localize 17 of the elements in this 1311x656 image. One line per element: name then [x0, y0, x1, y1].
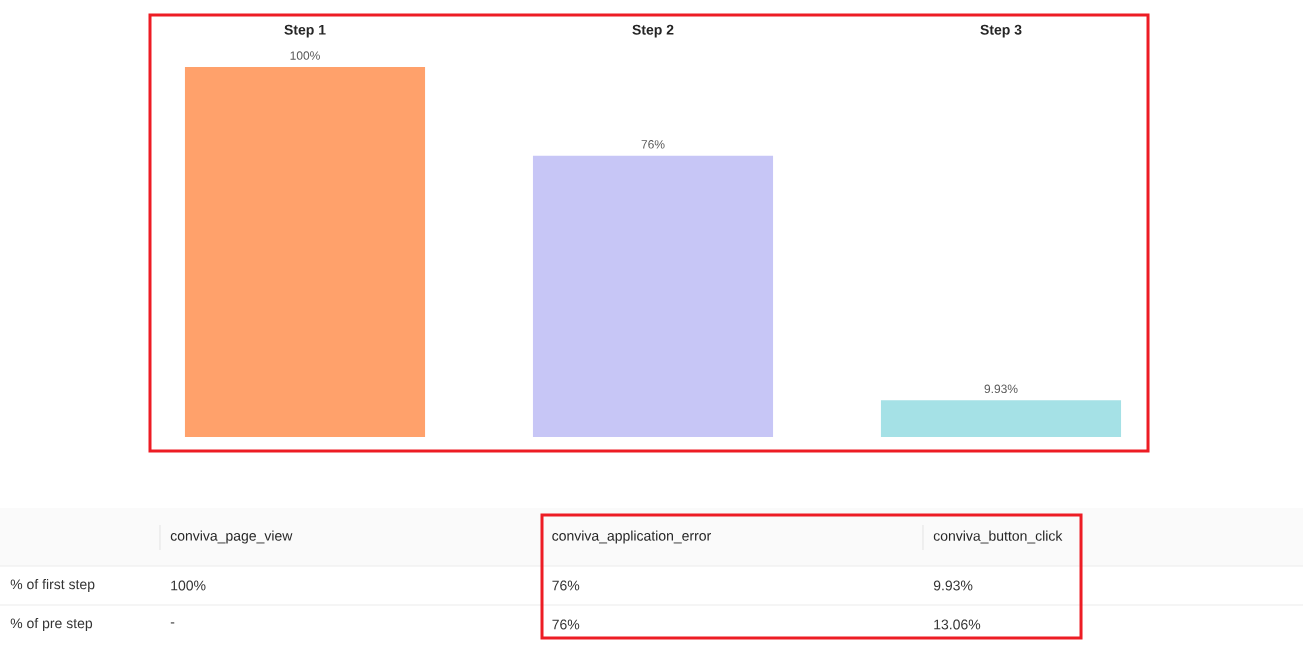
- x-tick-label: Step 3: [980, 24, 1022, 38]
- text: 76%: [552, 619, 580, 630]
- category-label: % of pre step: [10, 617, 93, 632]
- text: 9.93%: [933, 580, 973, 591]
- category-label: conviva_button_click: [933, 530, 1063, 544]
- text: 13.06%: [934, 619, 981, 630]
- data-label: 100%: [290, 51, 320, 60]
- x-tick-label: Step 1: [284, 24, 326, 38]
- category-label: conviva_application_error: [552, 530, 711, 544]
- text: 76%: [552, 580, 580, 591]
- data-label: 9.93%: [984, 384, 1018, 394]
- text: 100%: [171, 580, 206, 591]
- data-label: 76%: [641, 140, 665, 149]
- x-tick-label: Step 2: [632, 24, 674, 38]
- text: -: [170, 622, 175, 624]
- category-label: % of first step: [10, 578, 95, 593]
- category-label: conviva_page_view: [170, 530, 293, 544]
